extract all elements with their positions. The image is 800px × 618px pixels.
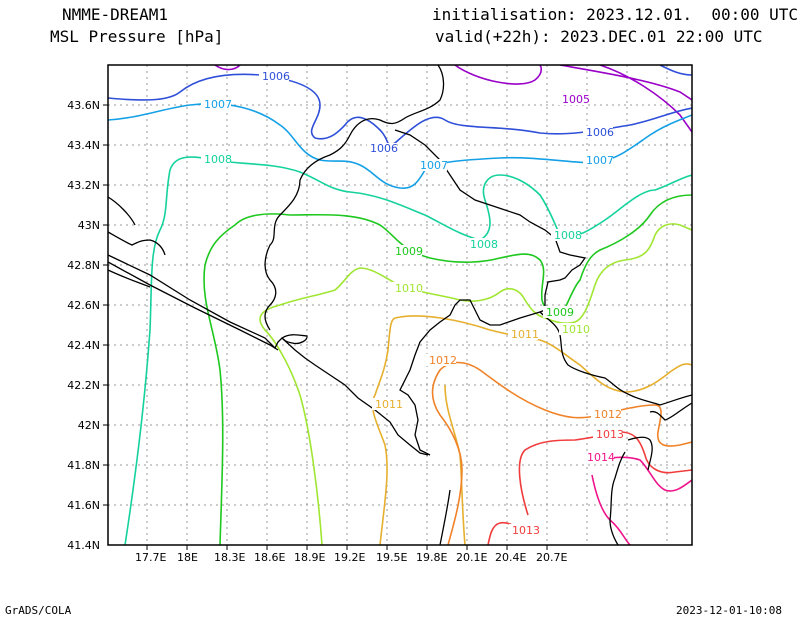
label-1008-c: 1008: [554, 229, 582, 242]
lon-label-9: 20.4E: [495, 551, 526, 564]
isobar-1007: [108, 102, 692, 189]
lon-label-2: 18.3E: [214, 551, 245, 564]
footer-right: 2023-12-01-10:08: [676, 604, 782, 617]
label-1013-b: 1013: [512, 524, 540, 537]
init-time: initialisation: 2023.12.01. 00:00 UTC: [432, 5, 799, 24]
isobar-1005b: [214, 65, 241, 71]
label-1011-a: 1011: [511, 328, 539, 341]
lat-label-5: 42.6N: [67, 299, 100, 312]
label-1010-b: 1010: [562, 323, 590, 336]
lon-label-3: 18.6E: [254, 551, 285, 564]
lon-label-10: 20.7E: [536, 551, 567, 564]
lon-label-5: 19.2E: [334, 551, 365, 564]
label-1008-b: 1008: [470, 238, 498, 251]
label-1014: 1014: [587, 451, 615, 464]
isobar-1009: [203, 194, 692, 545]
lon-label-7: 19.8E: [416, 551, 447, 564]
label-1006-b: 1006: [370, 142, 398, 155]
lat-label-4: 42.8N: [67, 259, 100, 272]
isobar-1011: [371, 315, 692, 545]
lat-label-1: 43.4N: [67, 139, 100, 152]
isobar-1012: [431, 361, 692, 545]
isobar-1014: [591, 456, 692, 545]
lat-label-3: 43N: [78, 219, 100, 232]
isobar-1010: [259, 223, 692, 545]
label-1007-a: 1007: [204, 98, 232, 111]
label-1010-a: 1010: [395, 282, 423, 295]
lon-label-0: 17.7E: [135, 551, 166, 564]
label-1008-a: 1008: [204, 153, 232, 166]
label-1012-a: 1012: [429, 354, 457, 367]
isobar-1006: [108, 65, 692, 146]
lon-label-6: 19.5E: [376, 551, 407, 564]
label-1011-b: 1011: [375, 398, 403, 411]
lon-label-8: 20.1E: [456, 551, 487, 564]
isobar-1008: [124, 156, 692, 545]
lat-label-11: 41.4N: [67, 539, 100, 552]
lat-label-6: 42.4N: [67, 339, 100, 352]
lon-label-4: 18.9E: [294, 551, 325, 564]
label-1009-a: 1009: [395, 245, 423, 258]
label-1007-c: 1007: [586, 154, 614, 167]
label-1006-c: 1006: [586, 126, 614, 139]
lat-label-10: 41.6N: [67, 499, 100, 512]
label-1005: 1005: [562, 93, 590, 106]
grid: [108, 65, 692, 545]
valid-time: valid(+22h): 2023.DEC.01 22:00 UTC: [435, 27, 763, 46]
label-1006-a: 1006: [262, 70, 290, 83]
variable-title: MSL Pressure [hPa]: [50, 27, 224, 46]
label-1013-a: 1013: [596, 428, 624, 441]
label-1012-b: 1012: [594, 408, 622, 421]
lat-label-8: 42N: [78, 419, 100, 432]
lat-axis-labels: 43.6N 43.4N 43.2N 43N 42.8N 42.6N 42.4N 42.2N 42…: [67, 99, 100, 552]
label-1009-b: 1009: [546, 306, 574, 319]
model-title: NMME-DREAM1: [62, 5, 168, 24]
lat-label-7: 42.2N: [67, 379, 100, 392]
label-1007-b: 1007: [420, 159, 448, 172]
footer-left: GrADS/COLA: [5, 604, 72, 617]
lat-label-0: 43.6N: [67, 99, 100, 112]
lat-label-9: 41.8N: [67, 459, 100, 472]
contour-labels: 1005 1006 1006 1006 1007 1007 1007 1008 …: [201, 70, 624, 537]
isobar-1005: [454, 65, 692, 133]
axis-ticks: [103, 104, 548, 550]
lon-label-1: 18E: [177, 551, 198, 564]
lon-axis-labels: 17.7E 18E 18.3E 18.6E 18.9E 19.2E 19.5E 19.8E 20…: [135, 551, 567, 564]
lat-label-2: 43.2N: [67, 179, 100, 192]
